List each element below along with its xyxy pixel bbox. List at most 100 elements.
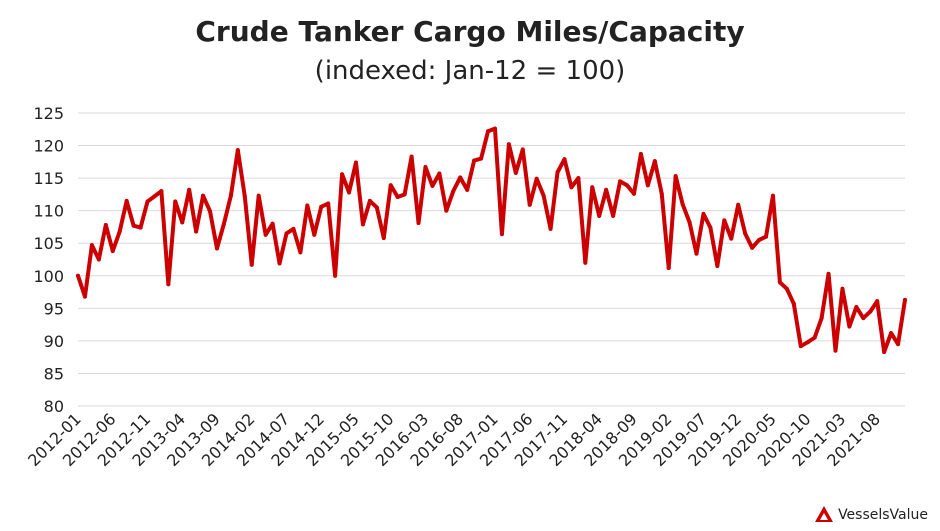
y-tick-label: 115 xyxy=(33,169,64,188)
data-point xyxy=(138,225,143,230)
data-point xyxy=(242,194,247,199)
data-point xyxy=(764,234,769,239)
data-point xyxy=(117,229,122,234)
data-point xyxy=(757,237,762,242)
data-point xyxy=(576,176,581,181)
data-point xyxy=(791,301,796,306)
data-point xyxy=(437,171,442,176)
data-point xyxy=(291,226,296,231)
data-point xyxy=(854,305,859,310)
data-point xyxy=(214,246,219,251)
data-point xyxy=(701,211,706,216)
data-point xyxy=(569,185,574,190)
data-point xyxy=(76,273,80,278)
data-point xyxy=(687,220,692,225)
y-tick-label: 110 xyxy=(33,202,64,221)
data-point xyxy=(652,159,657,164)
data-point xyxy=(659,191,664,196)
data-point xyxy=(555,170,560,175)
x-axis-tick-labels: 2012-012012-062012-112013-042013-092014-… xyxy=(24,409,884,470)
data-point xyxy=(381,236,386,241)
data-point xyxy=(631,191,636,196)
data-point xyxy=(486,129,491,134)
data-point xyxy=(145,199,150,204)
data-point xyxy=(625,183,630,188)
data-point xyxy=(534,176,539,181)
data-point xyxy=(451,189,456,194)
data-point xyxy=(875,299,880,304)
series-line xyxy=(76,126,907,354)
data-point xyxy=(666,265,671,270)
y-tick-label: 85 xyxy=(44,364,64,383)
data-point xyxy=(430,183,435,188)
data-point xyxy=(903,297,907,302)
data-point xyxy=(333,273,338,278)
data-point xyxy=(722,218,727,223)
data-point xyxy=(228,193,233,198)
data-point xyxy=(826,271,831,276)
data-point xyxy=(645,183,650,188)
gridlines xyxy=(78,112,905,407)
data-point xyxy=(82,294,87,299)
data-point xyxy=(89,243,94,248)
data-point xyxy=(444,208,449,213)
data-point xyxy=(360,222,365,227)
data-point xyxy=(548,226,553,231)
data-point xyxy=(798,344,803,349)
data-point xyxy=(527,202,532,207)
data-point xyxy=(479,156,484,161)
data-point xyxy=(506,142,511,147)
data-point xyxy=(173,199,178,204)
data-point xyxy=(458,175,463,180)
data-point xyxy=(861,316,866,321)
chart-subtitle: (indexed: Jan-12 = 100) xyxy=(314,56,626,86)
y-tick-label: 105 xyxy=(33,234,64,253)
data-point xyxy=(889,331,894,336)
chart-title: Crude Tanker Cargo Miles/Capacity xyxy=(195,15,745,48)
data-point xyxy=(131,223,136,228)
data-point xyxy=(750,245,755,250)
data-point xyxy=(611,213,616,218)
vesselsvalue-logo-icon xyxy=(815,506,834,522)
data-point xyxy=(618,179,623,184)
data-point xyxy=(847,324,852,329)
data-point xyxy=(270,221,275,226)
data-point xyxy=(541,193,546,198)
brand-logo: VesselsValue xyxy=(814,505,928,525)
data-point xyxy=(736,202,741,207)
data-point xyxy=(499,232,504,237)
data-point xyxy=(743,231,748,236)
y-tick-label: 95 xyxy=(44,299,64,318)
y-tick-label: 125 xyxy=(33,104,64,123)
data-point xyxy=(590,185,595,190)
data-point xyxy=(326,201,331,206)
data-point xyxy=(715,264,720,269)
data-point xyxy=(305,203,310,208)
series-layer xyxy=(76,126,907,354)
data-point xyxy=(263,232,268,237)
data-point xyxy=(423,165,428,170)
data-point xyxy=(819,316,824,321)
data-point xyxy=(882,349,887,354)
data-point xyxy=(166,282,171,287)
data-point xyxy=(347,190,352,195)
data-point xyxy=(562,157,567,162)
data-point xyxy=(277,261,282,266)
data-point xyxy=(312,232,317,237)
data-point xyxy=(187,187,192,192)
data-point xyxy=(124,198,129,203)
data-point xyxy=(402,192,407,197)
brand-name: VesselsValue xyxy=(838,507,928,523)
data-point xyxy=(409,154,414,159)
data-point xyxy=(152,194,157,199)
data-point xyxy=(374,205,379,210)
data-point xyxy=(638,152,643,157)
y-tick-label: 120 xyxy=(33,137,64,156)
data-point xyxy=(492,126,497,131)
data-point xyxy=(249,262,254,267)
data-point xyxy=(201,193,206,198)
data-point xyxy=(472,158,477,163)
data-point xyxy=(298,250,303,255)
data-point xyxy=(340,172,345,177)
